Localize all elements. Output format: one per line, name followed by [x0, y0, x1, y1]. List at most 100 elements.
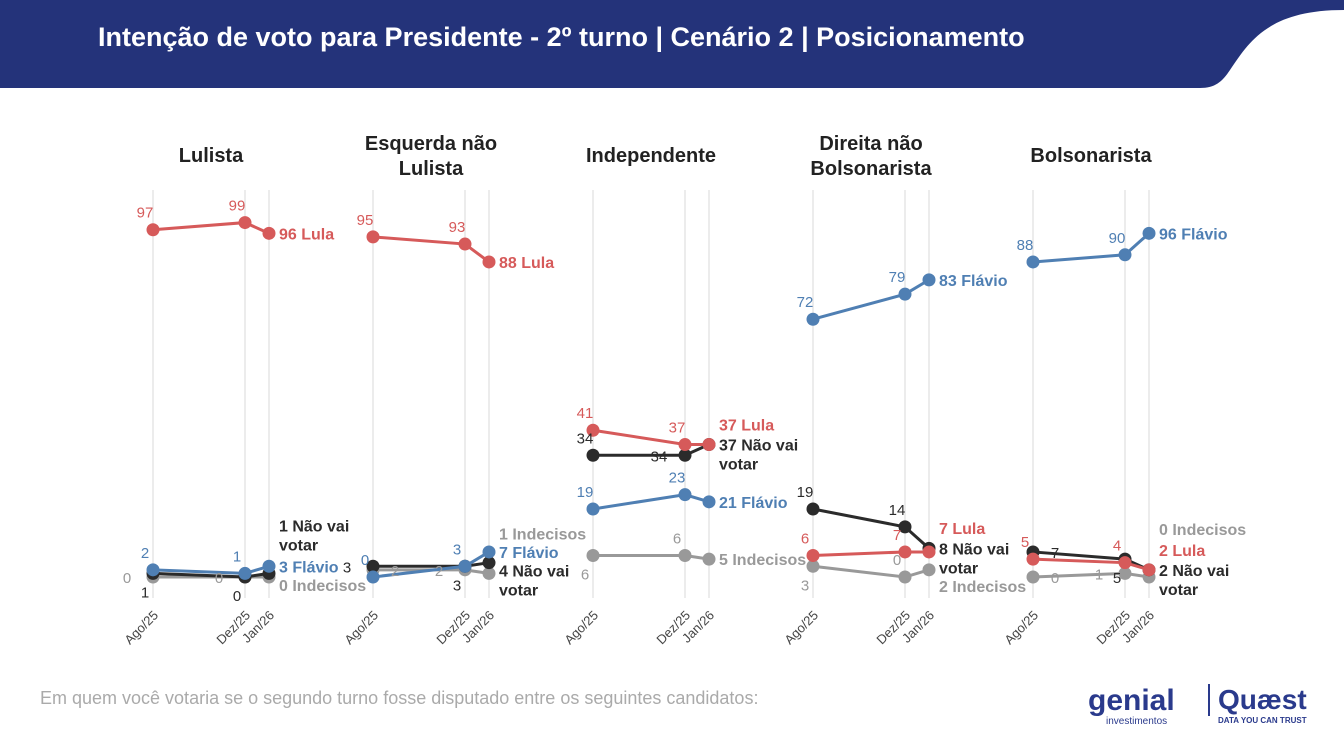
data-label: 0	[893, 552, 901, 569]
data-point	[482, 255, 496, 269]
data-point	[678, 438, 692, 452]
data-label: 72	[797, 294, 814, 311]
data-label: 2	[141, 545, 149, 562]
data-label: 0	[215, 570, 223, 587]
data-label: 41	[577, 405, 594, 422]
genial-logo: genial	[1088, 684, 1175, 717]
x-tick-label: Ago/25	[561, 608, 601, 648]
series-end-label-line: votar	[939, 560, 978, 577]
series-end-label: 0 Indecisos	[279, 578, 366, 595]
data-point	[678, 488, 692, 502]
data-label: 0	[233, 588, 241, 605]
data-label: 1	[141, 584, 149, 601]
data-point	[482, 545, 496, 559]
series-line	[152, 221, 270, 235]
series-line	[812, 278, 930, 321]
series-end-label-line: 83 Flávio	[939, 273, 1008, 290]
x-tick-label: Ago/25	[781, 608, 821, 648]
data-point	[1142, 563, 1156, 577]
data-label: 7	[1051, 545, 1059, 562]
data-point	[898, 570, 912, 584]
data-point	[1026, 570, 1040, 584]
series-end-label-line: 2 Indecisos	[939, 579, 1026, 596]
data-label: 3	[801, 577, 809, 594]
series-end-label: 37 Lula	[719, 418, 774, 435]
data-label: 0	[361, 552, 369, 569]
series-end-label-line: 4 Não vai	[499, 564, 569, 581]
series-end-label-line: votar	[499, 583, 538, 600]
data-point	[806, 549, 820, 563]
panel-title: Lulista	[179, 145, 244, 167]
data-label: 99	[229, 198, 246, 215]
series-end-label: 5 Indecisos	[719, 552, 806, 569]
data-label: 97	[137, 205, 154, 222]
series-end-label-line: 37 Lula	[719, 418, 774, 435]
data-point	[922, 563, 936, 577]
data-point	[702, 438, 716, 452]
data-point	[1118, 248, 1132, 262]
data-label: 90	[1109, 230, 1126, 247]
series-line	[592, 493, 710, 511]
data-point	[146, 563, 160, 577]
data-label: 6	[801, 531, 809, 548]
data-point	[262, 559, 276, 573]
data-point	[586, 423, 600, 437]
data-label: 5	[1021, 534, 1029, 551]
series-end-label: 37 Não vai votar	[719, 438, 798, 474]
data-point	[1118, 556, 1132, 570]
data-point	[366, 230, 380, 244]
data-point	[146, 223, 160, 237]
series-end-label-line: 37 Não vai	[719, 438, 798, 455]
data-point	[238, 216, 252, 230]
series-end-label: 96 Lula	[279, 226, 334, 243]
quaest-logo: Quæst	[1208, 684, 1307, 716]
data-point	[366, 559, 380, 573]
series-end-label-line: 0 Indecisos	[1159, 522, 1246, 539]
header-banner	[0, 0, 1344, 88]
series-end-label-line: 7 Flávio	[499, 545, 559, 562]
panel-title: Esquerda não	[365, 133, 497, 155]
x-tick-label: Ago/25	[1001, 608, 1041, 648]
data-point	[806, 312, 820, 326]
data-point	[898, 287, 912, 301]
data-label: 34	[651, 448, 668, 465]
series-line	[1032, 232, 1151, 264]
series-end-label: 3 Flávio	[279, 559, 339, 576]
panel-title: Independente	[586, 145, 716, 167]
series-end-label-line: votar	[719, 457, 758, 474]
data-point	[702, 552, 716, 566]
series-end-label: 1 Indecisos	[499, 526, 586, 543]
series-end-label: 83 Flávio	[939, 273, 1008, 290]
series-end-label-line: 2 Lula	[1159, 543, 1205, 560]
data-label: 2	[391, 563, 399, 580]
data-label: 37	[669, 420, 686, 437]
series-end-label-line: 2 Não vai	[1159, 563, 1229, 580]
data-point	[366, 570, 380, 584]
panel-title: Lulista	[399, 158, 464, 180]
series-end-label: 4 Não vai votar	[499, 564, 569, 600]
logos: genial investimentos Quæst DATA YOU CAN …	[1088, 684, 1313, 730]
series-end-label-line: 96 Lula	[279, 226, 334, 243]
data-point	[898, 545, 912, 559]
data-point	[1142, 226, 1156, 240]
data-point	[458, 559, 472, 573]
data-label: 34	[577, 430, 594, 447]
series-end-label: 0 Indecisos	[1159, 522, 1246, 539]
data-point	[586, 448, 600, 462]
data-label: 0	[123, 570, 131, 587]
data-label: 19	[797, 484, 814, 501]
series-end-label: 7 Lula	[939, 521, 985, 538]
series-end-label-line: 88 Lula	[499, 255, 554, 272]
data-point	[1026, 552, 1040, 566]
series-end-label-line: votar	[1159, 582, 1198, 599]
data-label: 7	[893, 527, 901, 544]
series-end-label-line: 0 Indecisos	[279, 578, 366, 595]
data-label: 6	[581, 567, 589, 584]
series-line	[812, 564, 930, 579]
x-tick-label: Ago/25	[341, 608, 381, 648]
data-label: 5	[1113, 570, 1121, 587]
data-point	[482, 566, 496, 580]
series-line	[152, 564, 270, 575]
